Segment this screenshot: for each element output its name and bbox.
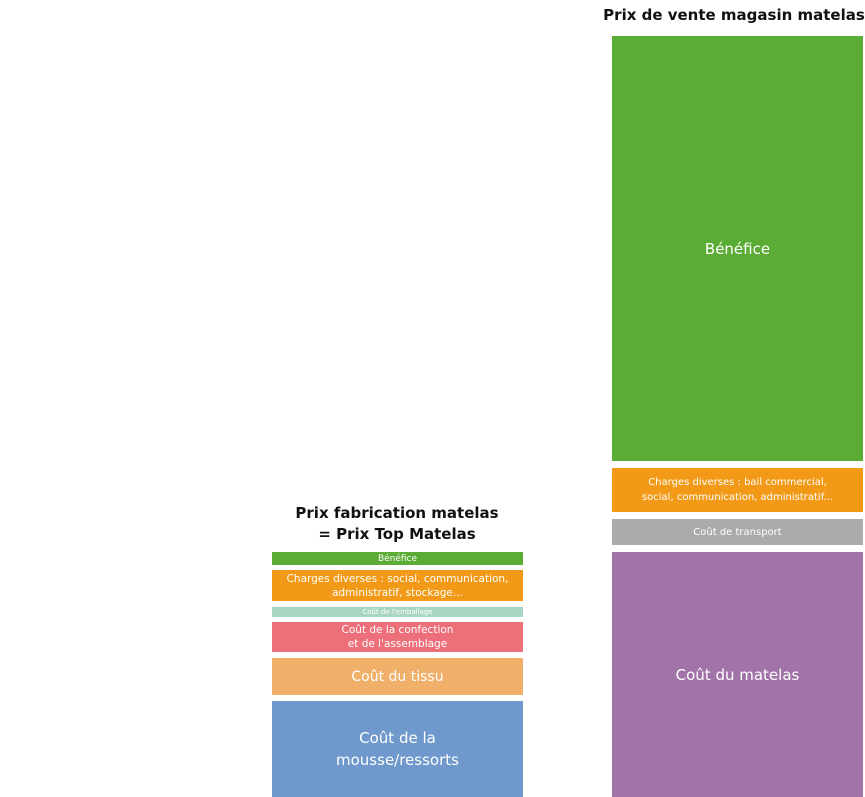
right-segment-transport-label: Coût de transport — [693, 526, 782, 538]
left-segment-packaging-label: Coût de l'emballage — [362, 608, 433, 616]
right-segment-transport: Coût de transport — [612, 519, 863, 545]
left-segment-fabric-label: Coût du tissu — [351, 668, 444, 685]
left-segment-profit: Bénéfice — [272, 552, 523, 565]
left-segment-fabric: Coût du tissu — [272, 658, 523, 695]
right-segment-mattress-cost-label: Coût du matelas — [675, 665, 800, 684]
right-segment-profit: Bénéfice — [612, 36, 863, 461]
right-stack-title: Prix de vente magasin matelas — [603, 6, 865, 24]
left-segment-foam: Coût de la mousse/ressorts — [272, 701, 523, 797]
left-segment-assembly-label: Coût de la confection et de l'assemblage — [341, 624, 454, 650]
left-segment-profit-label: Bénéfice — [377, 553, 418, 564]
right-segment-mattress-cost: Coût du matelas — [612, 552, 863, 797]
left-segment-foam-label: Coût de la mousse/ressorts — [336, 729, 459, 769]
right-segment-overheads: Charges diverses : bail commercial, soci… — [612, 468, 863, 512]
right-segment-overheads-label: Charges diverses : bail commercial, soci… — [641, 477, 834, 503]
right-segment-profit-label: Bénéfice — [704, 239, 771, 258]
left-segment-assembly: Coût de la confection et de l'assemblage — [272, 622, 523, 652]
left-segment-overheads-label: Charges diverses : social, communication… — [286, 572, 509, 599]
left-segment-overheads: Charges diverses : social, communication… — [272, 570, 523, 601]
left-segment-packaging: Coût de l'emballage — [272, 607, 523, 617]
left-stack-title: Prix fabrication matelas = Prix Top Mate… — [295, 504, 499, 543]
